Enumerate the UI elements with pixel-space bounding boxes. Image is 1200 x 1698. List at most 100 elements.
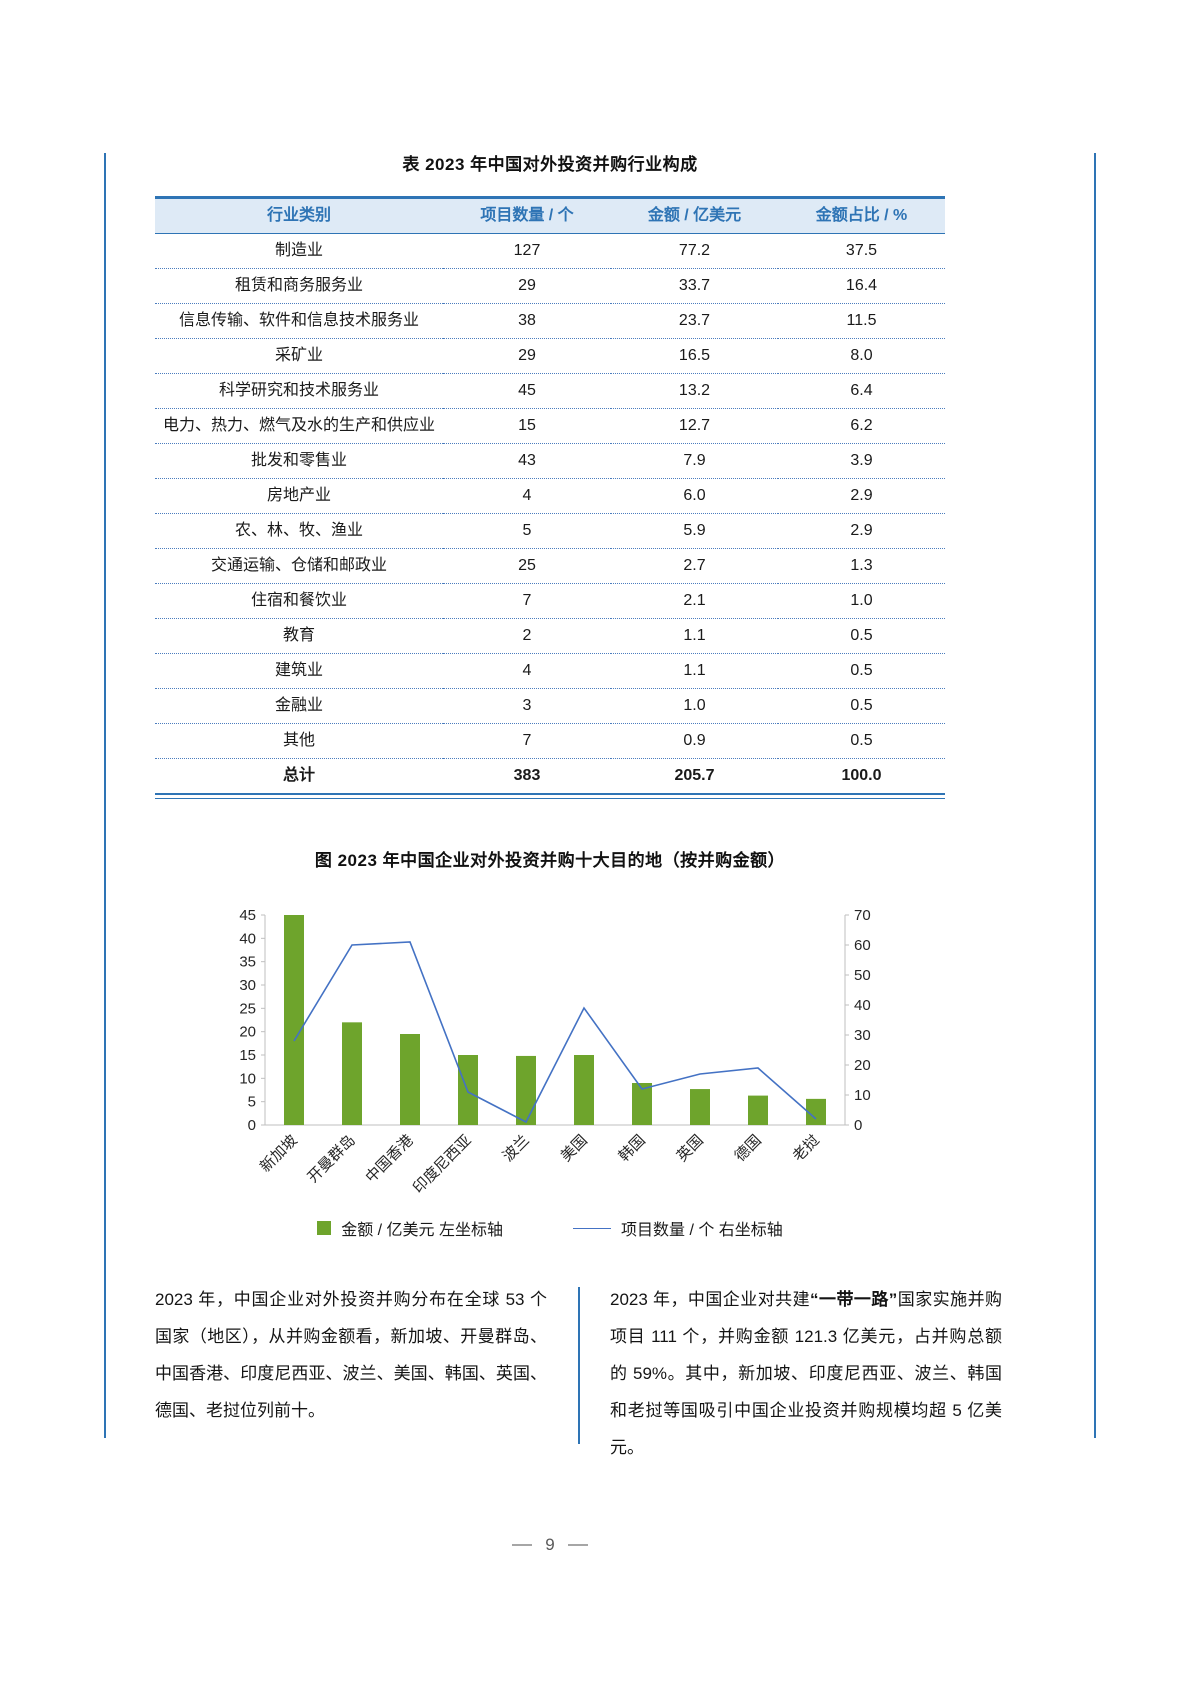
table-cell: 1.3 <box>778 548 945 584</box>
table-cell: 383 <box>443 758 611 795</box>
table-row: 租赁和商务服务业 29 33.7 16.4 <box>155 268 945 304</box>
left-axis-tick-label: 5 <box>248 1094 256 1111</box>
table-cell: 交通运输、仓储和邮政业 <box>155 548 443 584</box>
right-axis-tick-label: 60 <box>854 937 871 954</box>
table-cell: 金融业 <box>155 688 443 724</box>
table-cell: 5 <box>443 513 611 549</box>
table-cell: 8.0 <box>778 338 945 374</box>
table-row: 住宿和餐饮业 7 2.1 1.0 <box>155 583 945 619</box>
column-header: 金额占比 / % <box>778 196 945 234</box>
left-axis-tick-label: 15 <box>239 1047 256 1064</box>
table-cell: 45 <box>443 373 611 409</box>
table-cell: 37.5 <box>778 233 945 269</box>
category-label: 老挝 <box>790 1132 823 1165</box>
table-cell: 77.2 <box>611 233 778 269</box>
column-header: 行业类别 <box>155 196 443 234</box>
table-row: 电力、热力、燃气及水的生产和供应业 15 12.7 6.2 <box>155 408 945 444</box>
table-row: 批发和零售业 43 7.9 3.9 <box>155 443 945 479</box>
bar <box>400 1034 420 1125</box>
table-body: 制造业 127 77.2 37.5 租赁和商务服务业 29 33.7 16.4 信息传输、软件和… <box>155 233 945 795</box>
bar-series-swatch-icon <box>317 1221 332 1235</box>
series-line <box>293 941 817 1124</box>
right-axis-tick-label: 50 <box>854 967 871 984</box>
table-cell: 3.9 <box>778 443 945 479</box>
table-row: 制造业 127 77.2 37.5 <box>155 233 945 269</box>
table-cell: 2.9 <box>778 513 945 549</box>
bar <box>284 915 304 1125</box>
table-cell: 16.5 <box>611 338 778 374</box>
table-row: 采矿业 29 16.5 8.0 <box>155 338 945 374</box>
table-cell: 13.2 <box>611 373 778 409</box>
table-cell: 科学研究和技术服务业 <box>155 373 443 409</box>
table-cell: 25 <box>443 548 611 584</box>
left-axis-tick-label: 0 <box>248 1117 256 1134</box>
table-row: 信息传输、软件和信息技术服务业 38 23.7 11.5 <box>155 303 945 339</box>
left-axis-tick-label: 45 <box>239 907 256 924</box>
table-cell: 11.5 <box>778 303 945 339</box>
bar <box>632 1083 652 1125</box>
table-cell: 3 <box>443 688 611 724</box>
table-cell: 1.0 <box>611 688 778 724</box>
bar <box>342 1022 362 1125</box>
category-label: 波兰 <box>500 1132 533 1165</box>
table-cell: 0.5 <box>778 653 945 689</box>
right-axis-tick-label: 40 <box>854 997 871 1014</box>
table-cell: 1.0 <box>778 583 945 619</box>
table-cell: 38 <box>443 303 611 339</box>
column-divider <box>578 1287 580 1444</box>
table-cell: 6.4 <box>778 373 945 409</box>
right-axis-tick-label: 0 <box>854 1117 862 1134</box>
table-cell: 电力、热力、燃气及水的生产和供应业 <box>155 408 443 444</box>
bar <box>574 1055 594 1125</box>
table-row: 教育 2 1.1 0.5 <box>155 618 945 654</box>
left-axis-tick-label: 20 <box>239 1024 256 1041</box>
table-cell: 制造业 <box>155 233 443 269</box>
table-row: 其他 7 0.9 0.5 <box>155 723 945 759</box>
column-header: 金额 / 亿美元 <box>611 196 778 234</box>
table-cell: 5.9 <box>611 513 778 549</box>
page-number-dash-right <box>567 1544 588 1546</box>
table-cell: 2.9 <box>778 478 945 514</box>
table-cell: 16.4 <box>778 268 945 304</box>
table-cell: 信息传输、软件和信息技术服务业 <box>155 303 443 339</box>
paragraph-left: 2023 年，中国企业对外投资并购分布在全球 53 个国家（地区），从并购金额看… <box>155 1290 547 1420</box>
table-cell: 建筑业 <box>155 653 443 689</box>
table-cell: 其他 <box>155 723 443 759</box>
table-total-row: 总计 383 205.7 100.0 <box>155 758 945 795</box>
page-number: 9 <box>155 1534 945 1556</box>
combo-chart: 0 5 10 15 20 25 30 35 40 45 0 10 20 30 40 50 60 70 新加坡 开曼群岛… <box>239 907 871 1197</box>
table-header-row: 行业类别 项目数量 / 个金额 / 亿美元 金额占比 / % <box>155 196 945 234</box>
table-cell: 127 <box>443 233 611 269</box>
legend-label-count: 项目数量 / 个 右坐标轴 <box>621 1222 783 1239</box>
table-cell: 0.5 <box>778 618 945 654</box>
paragraph-right-bold: “一带一路” <box>810 1290 898 1309</box>
left-axis-tick-label: 30 <box>239 977 256 994</box>
industry-table: 行业类别 项目数量 / 个金额 / 亿美元 金额占比 / % 制造业 127 77.2 3… <box>155 196 945 795</box>
table-cell: 43 <box>443 443 611 479</box>
table-cell: 房地产业 <box>155 478 443 514</box>
table-cell: 1.1 <box>611 618 778 654</box>
category-label: 美国 <box>558 1132 591 1165</box>
table-cell: 1.1 <box>611 653 778 689</box>
left-axis-tick-label: 25 <box>239 1000 256 1017</box>
table-cell: 33.7 <box>611 268 778 304</box>
table-cell: 采矿业 <box>155 338 443 374</box>
right-axis-tick-label: 20 <box>854 1057 871 1074</box>
left-axis-tick-label: 40 <box>239 930 256 947</box>
table-row: 建筑业 4 1.1 0.5 <box>155 653 945 689</box>
bar <box>748 1095 768 1125</box>
category-label: 德国 <box>731 1131 765 1165</box>
category-label: 英国 <box>673 1131 707 1165</box>
table-cell: 6.0 <box>611 478 778 514</box>
table-cell: 23.7 <box>611 303 778 339</box>
table-row: 科学研究和技术服务业 45 13.2 6.4 <box>155 373 945 409</box>
category-label: 新加坡 <box>257 1132 301 1176</box>
table-bottom-rule <box>155 798 945 799</box>
table-cell: 6.2 <box>778 408 945 444</box>
table-cell: 0.5 <box>778 723 945 759</box>
table-cell: 0.5 <box>778 688 945 724</box>
category-label: 韩国 <box>616 1132 649 1165</box>
right-axis-tick-label: 30 <box>854 1027 871 1044</box>
line-series-swatch-icon <box>573 1227 611 1229</box>
